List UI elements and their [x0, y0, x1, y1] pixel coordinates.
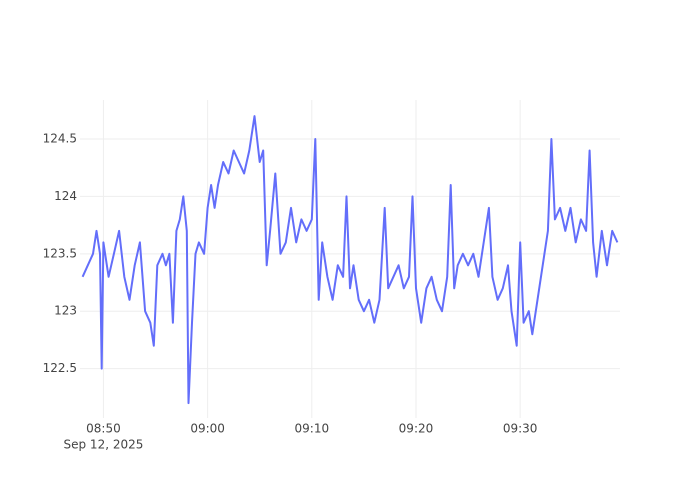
y-tick-label: 124.5 [43, 132, 77, 146]
y-tick-label: 123.5 [43, 246, 77, 260]
y-tick-label: 124 [54, 189, 77, 203]
price-line [81, 115, 619, 405]
y-tick-label: 123 [54, 304, 77, 318]
x-tick-label: 09:30 [503, 422, 538, 436]
y-tick-label: 122.5 [43, 361, 77, 375]
x-tick-label: 08:50 [86, 422, 121, 436]
x-date-label: Sep 12, 2025 [64, 438, 144, 452]
x-tick-label: 09:00 [190, 422, 225, 436]
x-tick-label: 09:10 [295, 422, 330, 436]
x-tick-label: 09:20 [399, 422, 434, 436]
